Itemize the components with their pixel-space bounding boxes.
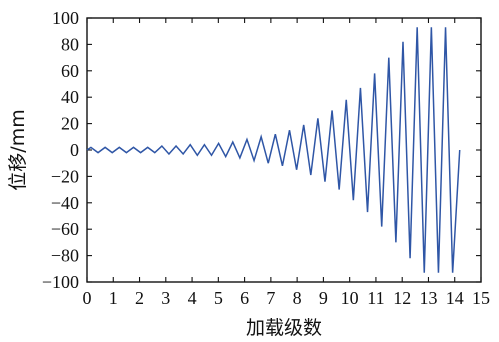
x-tick-label: 13 — [419, 288, 437, 308]
y-tick-label: −100 — [42, 272, 79, 292]
x-tick-label: 8 — [293, 288, 302, 308]
x-tick-label: 15 — [472, 288, 490, 308]
x-tick-label: 3 — [161, 288, 170, 308]
y-tick-label: 20 — [61, 114, 79, 134]
displacement-series-line — [86, 27, 461, 273]
x-tick-label: 1 — [109, 288, 118, 308]
x-tick-label: 12 — [393, 288, 411, 308]
x-tick-label: 14 — [446, 288, 464, 308]
plot-frame — [86, 17, 482, 283]
y-tick-label: −80 — [51, 246, 79, 266]
y-axis-label: 位移/mm — [7, 109, 29, 190]
y-tick-label: −40 — [51, 193, 79, 213]
x-tick-label: 6 — [240, 288, 249, 308]
y-tick-label: −20 — [51, 166, 79, 186]
y-tick-label: 80 — [61, 34, 79, 54]
x-tick-label: 0 — [83, 288, 92, 308]
x-tick-label: 4 — [188, 288, 197, 308]
x-tick-label: 10 — [341, 288, 359, 308]
y-tick-label: 60 — [61, 61, 79, 81]
x-tick-label: 11 — [367, 288, 384, 308]
y-tick-label: 100 — [52, 8, 79, 28]
x-axis-label: 加载级数 — [246, 317, 322, 339]
x-tick-label: 7 — [266, 288, 275, 308]
y-tick-label: 0 — [70, 140, 79, 160]
x-tick-label: 2 — [135, 288, 144, 308]
y-tick-label: 40 — [61, 87, 79, 107]
y-tick-label: −60 — [51, 219, 79, 239]
x-tick-label: 9 — [319, 288, 328, 308]
x-tick-label: 5 — [214, 288, 223, 308]
